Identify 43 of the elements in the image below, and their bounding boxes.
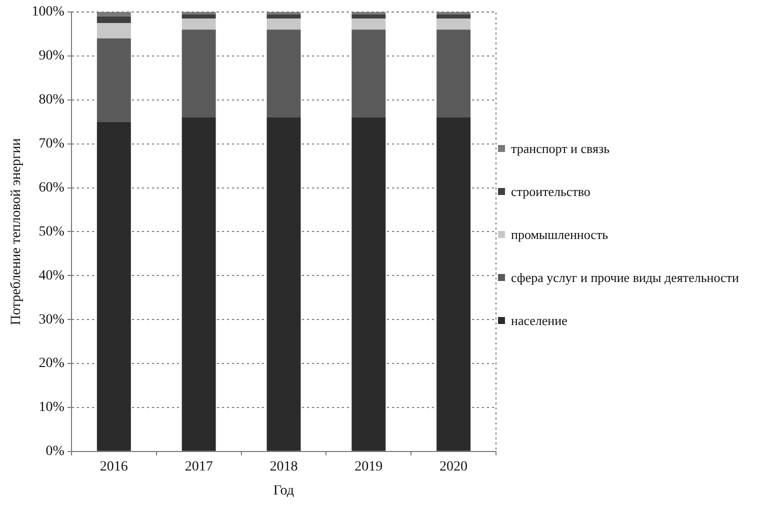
bar (182, 18, 216, 30)
y-tick-label: 50% (38, 224, 65, 240)
x-tick-label: 2017 (184, 459, 213, 474)
bar (436, 14, 471, 19)
y-tick-label: 30% (38, 312, 65, 328)
y-tick-label: 100% (32, 4, 65, 20)
y-tick-label: 0% (46, 444, 65, 460)
y-tick-label: 10% (38, 400, 65, 416)
bar (352, 18, 386, 30)
bar (266, 117, 301, 451)
legend-label: сфера услуг и прочие виды деятельности (511, 269, 739, 286)
bar (436, 117, 471, 451)
bar (436, 18, 471, 30)
y-tick-label: 70% (38, 136, 65, 152)
bar (182, 14, 216, 19)
bar (182, 30, 216, 118)
bar (182, 117, 216, 451)
y-axis-title: Потребление тепловой энергии (9, 138, 24, 326)
legend-label: промышленность (511, 226, 608, 243)
bar (436, 30, 471, 118)
bar (96, 122, 131, 451)
y-tick-label: 40% (38, 268, 65, 284)
bar (96, 16, 131, 23)
x-axis-title: Год (273, 483, 294, 498)
x-tick-label: 2016 (100, 459, 128, 474)
legend-label: население (511, 312, 568, 329)
bar (352, 117, 386, 451)
legend-label: транспорт и связь (511, 140, 610, 157)
x-tick-label: 2020 (440, 459, 468, 474)
bar (266, 18, 301, 30)
bar (266, 14, 301, 19)
y-tick-label: 20% (38, 356, 65, 372)
x-tick-label: 2018 (270, 459, 298, 474)
y-tick-label: 60% (38, 180, 65, 196)
bar (352, 30, 386, 118)
bar (352, 14, 386, 19)
bar (96, 22, 131, 38)
y-tick-label: 90% (38, 48, 65, 64)
bar (266, 30, 301, 118)
legend-label: строительство (511, 183, 590, 200)
bar (96, 38, 131, 122)
x-tick-label: 2019 (354, 459, 383, 474)
y-tick-label: 80% (38, 92, 65, 108)
